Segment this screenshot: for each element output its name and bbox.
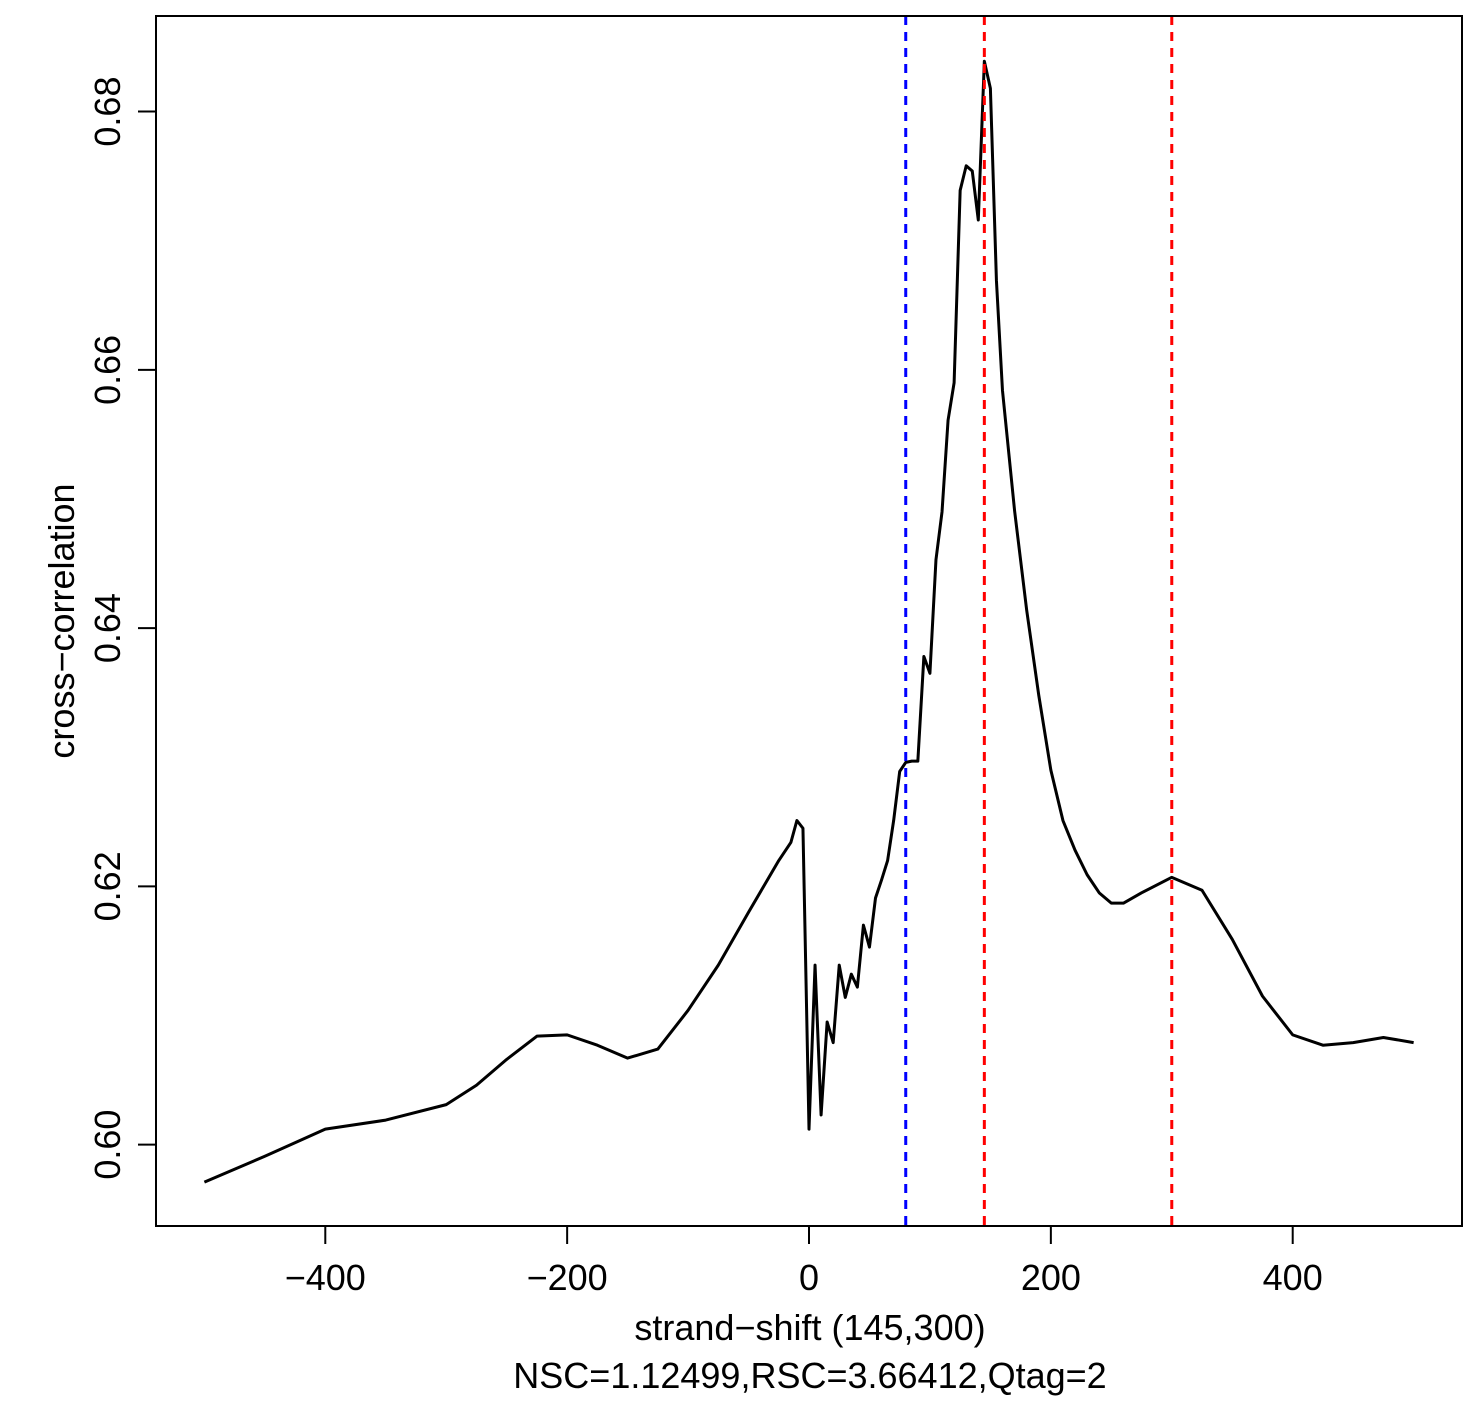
x-axis-label: strand−shift (145,300) bbox=[634, 1307, 985, 1348]
data-line bbox=[203, 59, 1414, 1184]
x-tick-label: 0 bbox=[799, 1257, 819, 1298]
x-tick-label: −200 bbox=[527, 1257, 608, 1298]
y-tick-label: 0.64 bbox=[87, 593, 128, 663]
y-axis-label: cross−correlation bbox=[41, 483, 82, 758]
y-tick-label: 0.60 bbox=[87, 1110, 128, 1180]
y-tick-label: 0.68 bbox=[87, 77, 128, 147]
y-tick-label: 0.66 bbox=[87, 335, 128, 405]
y-tick-label: 0.62 bbox=[87, 851, 128, 921]
x-tick-label: −400 bbox=[285, 1257, 366, 1298]
x-tick-label: 400 bbox=[1263, 1257, 1323, 1298]
plot-frame bbox=[155, 15, 1463, 1227]
x-tick-label: 200 bbox=[1021, 1257, 1081, 1298]
subtitle: NSC=1.12499,RSC=3.66412,Qtag=2 bbox=[513, 1355, 1106, 1396]
